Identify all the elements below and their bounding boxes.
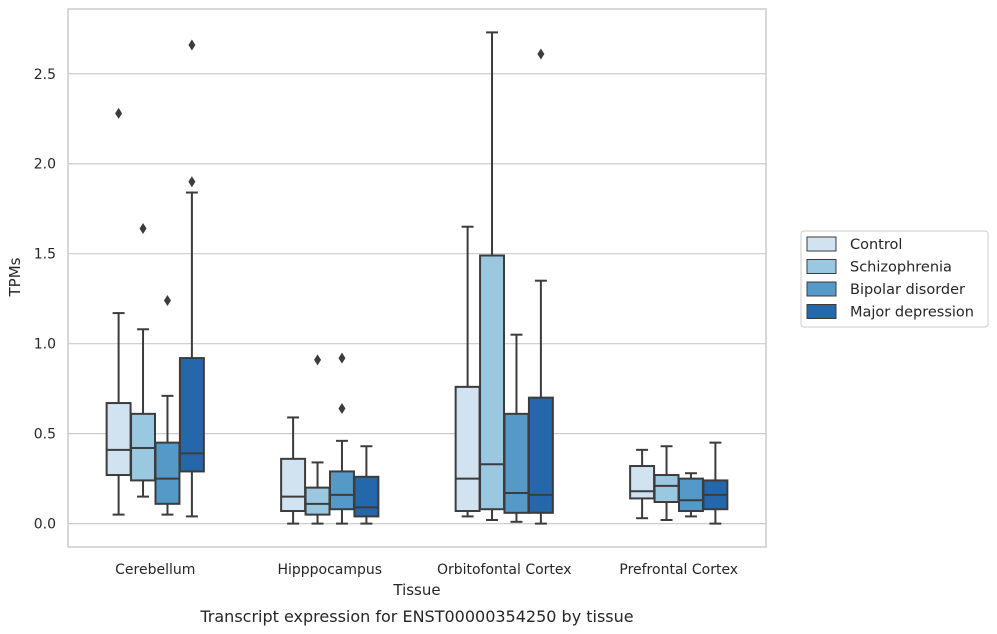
box-plot-item <box>677 472 704 518</box>
x-tick-label: Prefrontal Cortex <box>619 562 738 578</box>
legend: Control Schizophrenia Bipolar disorder Majo… <box>800 230 989 328</box>
box-plot-item <box>503 333 530 523</box>
outlier-point <box>314 354 322 366</box>
box-plot-item <box>130 223 157 498</box>
box-plot-item <box>328 352 355 525</box>
legend-label: Control <box>850 237 902 253</box>
x-tick-label: Cerebellum <box>115 562 195 578</box>
legend-frame <box>800 230 989 328</box>
box-plot-item <box>454 225 481 518</box>
y-tick-labels: 0.0 0.5 1.0 1.5 2.0 2.5 <box>34 67 56 533</box>
box <box>304 486 331 516</box>
box-plot-item <box>653 445 680 522</box>
outlier-point <box>115 107 123 119</box>
y-axis-label: TPMs <box>6 257 24 297</box>
box <box>653 474 680 504</box>
box-plot-item <box>353 445 380 525</box>
box <box>527 396 554 514</box>
box <box>328 470 355 511</box>
box <box>454 385 481 513</box>
box-plot-item <box>105 107 132 516</box>
box <box>280 457 307 513</box>
legend-swatch <box>806 259 837 274</box>
outlier-point <box>139 223 147 235</box>
box-plot-item <box>527 48 554 525</box>
outlier-point <box>163 294 171 306</box>
x-tick-labels: Cerebellum Hipppocampus Orbitofontal Corte… <box>115 562 738 578</box>
chart-caption: Transcript expression for ENST0000035425… <box>199 607 633 626</box>
box <box>677 477 704 513</box>
legend-label: Bipolar disorder <box>850 282 965 298</box>
x-tick-label: Orbitofontal Cortex <box>437 562 572 578</box>
y-tick-label: 2.0 <box>34 157 56 173</box>
box <box>629 465 656 500</box>
outlier-point <box>338 402 346 414</box>
y-tick-label: 1.0 <box>34 337 56 353</box>
box <box>479 254 506 511</box>
box <box>503 412 530 514</box>
outlier-point <box>338 352 346 364</box>
outlier-point <box>537 48 545 60</box>
y-tick-label: 2.5 <box>34 67 56 83</box>
box-plot-item <box>479 31 506 522</box>
box-plot-item <box>702 441 729 525</box>
box-plot-series <box>105 31 729 525</box>
legend-swatch <box>806 304 837 319</box>
box <box>105 402 132 477</box>
outlier-point <box>188 39 196 51</box>
legend-swatch <box>806 236 837 252</box>
y-tick-label: 1.5 <box>34 247 56 263</box>
box-plot-item <box>304 354 331 525</box>
box-plot-item <box>629 448 656 520</box>
y-tick-label: 0.0 <box>34 517 56 533</box>
box <box>178 357 205 473</box>
legend-label: Schizophrenia <box>850 260 952 276</box>
plot-area-frame <box>67 8 767 548</box>
box <box>353 475 380 518</box>
y-tick-label: 0.5 <box>34 427 56 443</box>
box-plot-item <box>178 39 205 518</box>
outlier-point <box>188 176 196 188</box>
legend-swatch <box>806 281 837 297</box>
legend-label: Major depression <box>850 305 974 321</box>
x-axis-label: Tissue <box>392 581 440 599</box>
box <box>154 441 181 505</box>
x-tick-label: Hipppocampus <box>277 562 382 578</box>
box-plot-item <box>154 294 181 516</box>
box-plot-item <box>280 416 307 525</box>
